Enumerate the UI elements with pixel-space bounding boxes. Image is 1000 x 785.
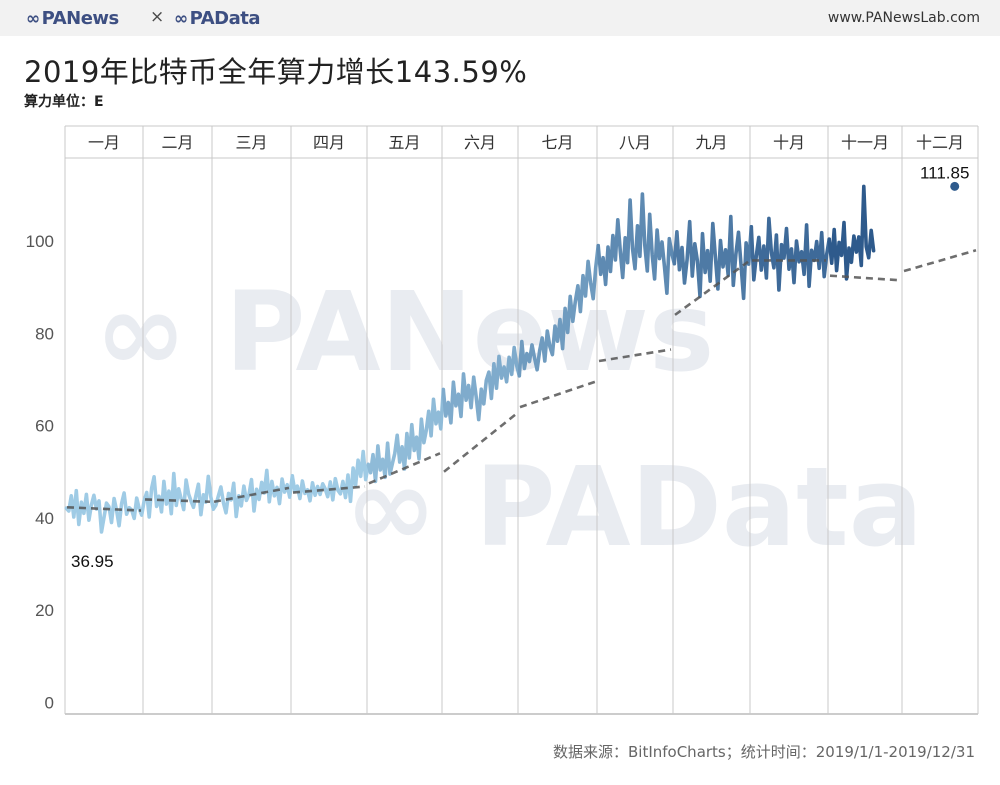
trend-segment: [144, 498, 211, 504]
month-header: 十二月: [916, 133, 964, 152]
series-line-4: [290, 449, 370, 504]
series-line-6: [441, 345, 522, 425]
month-header: 十一月: [841, 133, 889, 152]
plot-frame: [64, 125, 979, 715]
month-header: 八月: [619, 133, 651, 152]
y-tick-label: 100: [26, 232, 54, 251]
panews-logo: ∞ PANews: [26, 8, 119, 29]
trend-segment: [829, 274, 901, 282]
month-header: 三月: [235, 133, 267, 152]
y-tick-label: 80: [35, 324, 54, 343]
series-line-5: [366, 387, 446, 484]
month-header: 四月: [313, 133, 345, 152]
unit-label: 算力单位：E: [24, 94, 104, 110]
site-url[interactable]: www.PANewsLab.com: [827, 10, 980, 26]
max-point-marker: [950, 181, 960, 191]
y-tick-label: 60: [35, 417, 54, 436]
month-header: 七月: [541, 133, 573, 152]
padata-watermark: ∞ PAData: [345, 443, 923, 571]
chart-title: 2019年比特币全年算力增长143.59%: [24, 55, 528, 89]
month-header: 六月: [464, 133, 496, 152]
watermark: ∞ PANews ∞ PAData: [95, 268, 923, 571]
month-header: 十月: [773, 133, 805, 152]
monthly-trend: [66, 249, 977, 512]
min-value-label: 36.95: [71, 552, 114, 571]
trend-segment: [674, 260, 749, 316]
logo-separator: ×: [150, 7, 165, 27]
series-line-10: [749, 216, 831, 292]
panews-watermark: ∞ PANews: [95, 268, 714, 396]
series-line-7: [517, 243, 600, 378]
trend-segment: [903, 249, 977, 273]
trend-segment: [443, 413, 517, 473]
brand-bar: ∞ PANews × ∞ PAData www.PANewsLab.com: [0, 0, 1000, 36]
month-header: 九月: [695, 133, 727, 152]
month-headers: 一月 二月 三月 四月 五月 六月 七月 八月 九月 十月 十一月 十二月: [88, 133, 964, 152]
series-line-2: [142, 471, 216, 519]
panews-logo-mark-icon: ∞: [26, 8, 40, 29]
y-tick-label: 40: [35, 509, 54, 528]
trend-segment: [292, 485, 366, 494]
month-header: 一月: [88, 133, 120, 152]
trend-segment: [519, 380, 596, 409]
series-line-9: [672, 214, 754, 301]
y-tick-label: 20: [35, 601, 54, 620]
month-header: 五月: [388, 133, 420, 152]
trend-segment: [368, 452, 441, 485]
series-line-8: [596, 192, 677, 295]
annotations: 36.95 111.85: [71, 163, 969, 571]
hashrate-series: [64, 184, 876, 534]
trend-segment: [213, 486, 290, 504]
y-axis: 0 20 40 60 80 100: [26, 232, 54, 712]
padata-logo-mark-icon: ∞: [174, 8, 188, 29]
max-value-label: 111.85: [920, 163, 969, 182]
padata-logo: ∞ PAData: [174, 8, 260, 29]
trend-segment: [66, 505, 142, 512]
y-tick-label: 0: [45, 693, 54, 712]
source-note: 数据来源：BitInfoCharts；统计时间：2019/1/1-2019/12…: [552, 743, 975, 761]
month-header: 二月: [161, 133, 193, 152]
series-line-11: [827, 184, 876, 281]
trend-segment: [598, 348, 672, 363]
